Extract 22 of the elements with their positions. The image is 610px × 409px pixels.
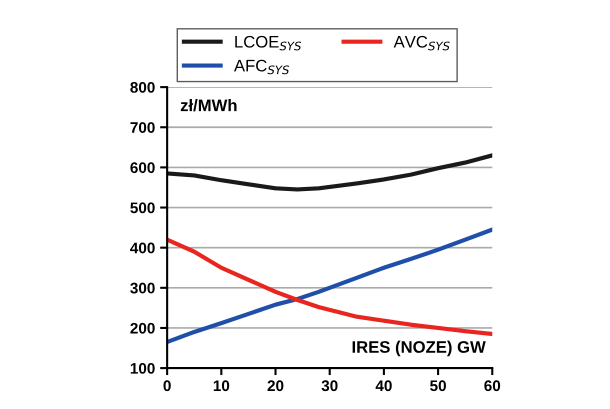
y-tick-label: 100: [130, 362, 155, 374]
y-axis-title: zł/MWh: [180, 99, 236, 112]
y-tick-label: 800: [130, 82, 155, 93]
y-tick-label: 300: [130, 282, 155, 294]
x-tick-label: 60: [484, 380, 500, 392]
x-tick-label: 50: [430, 380, 446, 392]
x-tick-label: 0: [163, 380, 171, 392]
y-tick-label: 600: [130, 162, 155, 174]
x-tick-label: 10: [214, 380, 230, 392]
line-series: [167, 238, 492, 336]
x-tick-label: 40: [376, 380, 392, 392]
y-tick-label: 500: [130, 202, 155, 214]
legend-label: AFC$_{SYS}$: [234, 60, 290, 74]
legend-label: LCOE$_{SYS}$: [235, 36, 302, 50]
y-tick-label: 200: [130, 322, 155, 334]
x-tick-label: 20: [268, 380, 284, 392]
line-series: [167, 153, 492, 192]
x-axis-title: IRES (NOZE) GW: [352, 340, 486, 356]
y-tick-label: 400: [130, 242, 155, 254]
x-tick-label: 30: [322, 380, 338, 392]
legend-label: AVC$_{SYS}$: [394, 36, 450, 50]
y-tick-label: 700: [130, 122, 155, 133]
